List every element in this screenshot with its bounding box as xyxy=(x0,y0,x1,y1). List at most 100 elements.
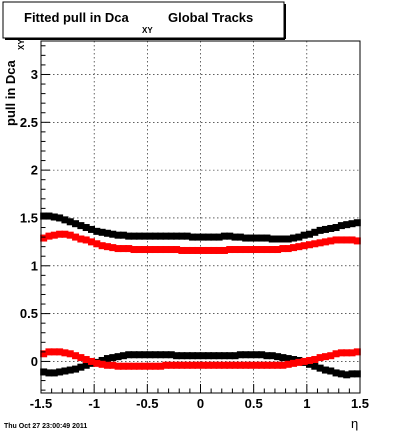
data-point xyxy=(199,352,207,360)
data-point xyxy=(173,361,181,369)
data-point xyxy=(173,246,181,254)
x-tick-label: 1 xyxy=(303,396,310,411)
data-point xyxy=(316,239,324,247)
data-point xyxy=(98,356,106,364)
data-point xyxy=(290,359,298,367)
data-point xyxy=(242,351,250,359)
data-point xyxy=(114,353,122,361)
data-point xyxy=(189,233,197,241)
x-tick-label: 0 xyxy=(197,396,204,411)
data-point xyxy=(290,234,298,242)
data-point xyxy=(194,361,202,369)
data-point xyxy=(125,351,133,359)
data-point xyxy=(204,352,212,360)
data-point xyxy=(226,232,234,240)
data-point xyxy=(316,354,324,362)
data-point xyxy=(125,245,133,253)
data-point xyxy=(167,351,175,359)
data-point xyxy=(204,361,212,369)
data-point xyxy=(103,361,111,369)
data-point xyxy=(88,225,96,233)
data-point xyxy=(327,352,335,360)
y-tick-label: 2 xyxy=(31,163,38,178)
data-point xyxy=(284,360,292,368)
data-point xyxy=(130,351,138,359)
data-point xyxy=(72,233,80,241)
data-point xyxy=(151,246,159,254)
data-point xyxy=(274,361,282,369)
title-frame xyxy=(2,1,285,39)
grid xyxy=(40,41,361,393)
data-point xyxy=(173,352,181,360)
data-point xyxy=(173,232,181,240)
data-point xyxy=(321,366,329,374)
data-point xyxy=(109,361,117,369)
data-point xyxy=(348,349,356,357)
y-tick-label: 0.5 xyxy=(20,306,38,321)
data-point xyxy=(189,361,197,369)
data-point xyxy=(162,232,170,240)
data-point xyxy=(274,353,282,361)
data-point xyxy=(268,246,276,254)
data-point xyxy=(119,245,127,253)
data-point xyxy=(146,351,154,359)
data-point xyxy=(268,352,276,360)
data-point xyxy=(332,236,340,244)
data-point xyxy=(103,229,111,237)
timestamp: Thu Oct 27 23:00:49 2011 xyxy=(4,423,87,430)
data-point xyxy=(45,232,53,240)
data-point xyxy=(337,370,345,378)
data-point xyxy=(82,236,90,244)
data-point xyxy=(242,361,250,369)
title-subscript: XY xyxy=(142,26,153,35)
data-point xyxy=(199,246,207,254)
data-point xyxy=(183,246,191,254)
data-point xyxy=(300,242,308,250)
data-point xyxy=(77,363,85,371)
data-point xyxy=(141,246,149,254)
data-point xyxy=(226,352,234,360)
data-point xyxy=(353,370,361,378)
data-point xyxy=(135,362,143,370)
data-point xyxy=(337,222,345,230)
data-point xyxy=(162,246,170,254)
data-point xyxy=(210,233,218,241)
data-point xyxy=(167,361,175,369)
data-point xyxy=(109,354,117,362)
data-point xyxy=(93,227,101,235)
data-point xyxy=(327,224,335,232)
data-point xyxy=(98,242,106,250)
data-point xyxy=(226,246,234,254)
x-tick-label: 1.5 xyxy=(351,396,369,411)
data-point xyxy=(316,364,324,372)
data-point xyxy=(162,361,170,369)
data-point xyxy=(135,246,143,254)
data-point xyxy=(40,234,48,242)
data-point xyxy=(316,226,324,234)
data-point xyxy=(263,352,271,360)
data-point xyxy=(40,350,48,358)
data-point xyxy=(353,219,361,227)
data-point xyxy=(114,362,122,370)
x-tick-label: -0.5 xyxy=(136,396,158,411)
title-suffix: Global Tracks xyxy=(168,10,253,25)
data-point xyxy=(247,234,255,242)
data-point xyxy=(215,352,223,360)
data-point xyxy=(125,362,133,370)
data-point xyxy=(215,361,223,369)
series-0 xyxy=(40,212,361,243)
data-point xyxy=(332,369,340,377)
data-point xyxy=(146,362,154,370)
data-point xyxy=(247,351,255,359)
data-point xyxy=(56,214,64,222)
y-axis-label-subscript: XY xyxy=(17,39,26,50)
data-point xyxy=(45,348,53,356)
x-tick-label: 0.5 xyxy=(245,396,263,411)
data-point xyxy=(204,246,212,254)
data-point xyxy=(183,232,191,240)
x-axis-label: η xyxy=(351,416,358,431)
data-point xyxy=(93,359,101,367)
data-point xyxy=(343,349,351,357)
data-point xyxy=(40,212,48,220)
data-point xyxy=(252,351,260,359)
